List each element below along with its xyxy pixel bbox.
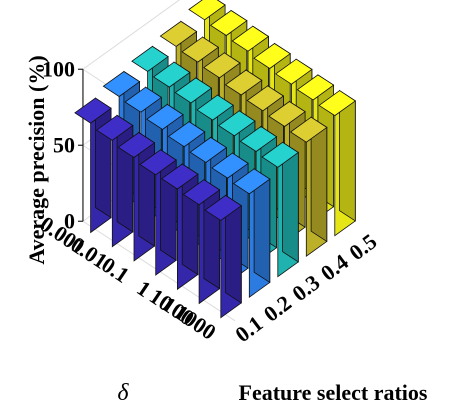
bar-ratio-0.5-delta-1000 [318,89,357,237]
ratio-tick-label-2: 0.3 [287,270,324,307]
ratio-tick-label-1: 0.2 [259,290,296,327]
z-gridline-ratio-2 [82,0,181,70]
bar-ratio-0.1-delta-10 [160,163,199,291]
z-axis-title: Average precision (%) [24,55,49,264]
bar-ratio-0.2-delta-1000 [232,168,271,298]
z-tick-label-2: 100 [42,56,75,81]
z-tick-label-1: 50 [53,132,75,157]
ratio-tick-label-0: 0.1 [230,311,267,348]
bar-ratio-0.1-delta-1000 [204,194,243,319]
bars [74,0,357,319]
bar-ratio-0.3-delta-1000 [261,141,300,278]
delta-axis-title: δ [117,380,129,406]
bar-ratio-0.4-delta-1000 [289,116,328,257]
bar-ratio-0.1-delta-0.1 [117,131,156,262]
z-tick-label-0: 0 [64,208,75,233]
bar-ratio-0.1-delta-0.001 [74,97,112,234]
x-axis-title: Feature select ratios [239,380,428,405]
ratio-tick-label-3: 0.4 [316,249,353,286]
ratio-tick-label-4: 0.5 [344,229,381,266]
z-axis-ticks: 0 50 100 [42,56,84,233]
